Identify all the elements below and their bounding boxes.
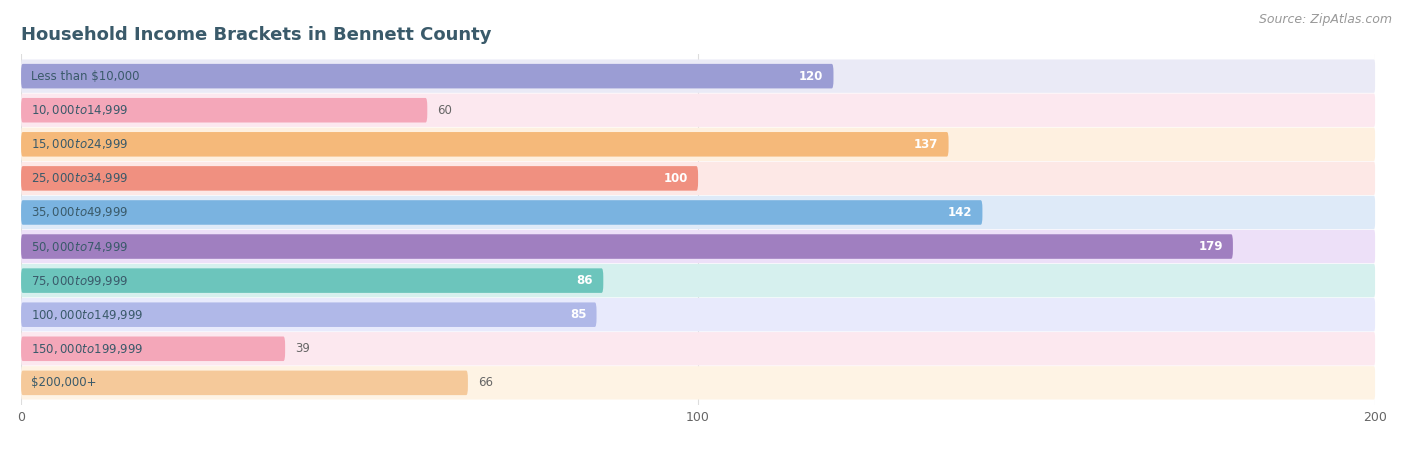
FancyBboxPatch shape [21,302,596,327]
Text: 179: 179 [1198,240,1223,253]
Text: 86: 86 [576,274,593,287]
Text: $15,000 to $24,999: $15,000 to $24,999 [31,137,129,151]
Text: 66: 66 [478,376,494,389]
FancyBboxPatch shape [21,64,834,88]
Text: $100,000 to $149,999: $100,000 to $149,999 [31,308,143,322]
Text: 60: 60 [437,104,453,117]
Text: 137: 137 [914,138,938,151]
Text: 39: 39 [295,342,311,355]
FancyBboxPatch shape [21,230,1375,263]
FancyBboxPatch shape [21,371,468,395]
Text: $50,000 to $74,999: $50,000 to $74,999 [31,239,129,253]
FancyBboxPatch shape [21,298,1375,331]
Text: Household Income Brackets in Bennett County: Household Income Brackets in Bennett Cou… [21,26,492,44]
Text: $200,000+: $200,000+ [31,376,97,389]
Text: $75,000 to $99,999: $75,000 to $99,999 [31,274,129,288]
FancyBboxPatch shape [21,264,1375,297]
Text: $10,000 to $14,999: $10,000 to $14,999 [31,103,129,117]
FancyBboxPatch shape [21,166,699,191]
FancyBboxPatch shape [21,234,1233,259]
Text: 100: 100 [664,172,688,185]
FancyBboxPatch shape [21,59,1375,93]
Text: $35,000 to $49,999: $35,000 to $49,999 [31,206,129,220]
FancyBboxPatch shape [21,98,427,122]
FancyBboxPatch shape [21,94,1375,127]
FancyBboxPatch shape [21,162,1375,195]
Text: 142: 142 [948,206,973,219]
FancyBboxPatch shape [21,200,983,225]
FancyBboxPatch shape [21,268,603,293]
Text: 120: 120 [799,70,824,83]
FancyBboxPatch shape [21,366,1375,400]
Text: $25,000 to $34,999: $25,000 to $34,999 [31,171,129,185]
FancyBboxPatch shape [21,196,1375,229]
Text: $150,000 to $199,999: $150,000 to $199,999 [31,342,143,356]
FancyBboxPatch shape [21,132,949,157]
FancyBboxPatch shape [21,337,285,361]
Text: 85: 85 [569,308,586,321]
Text: Less than $10,000: Less than $10,000 [31,70,139,83]
Text: Source: ZipAtlas.com: Source: ZipAtlas.com [1258,14,1392,27]
FancyBboxPatch shape [21,332,1375,365]
FancyBboxPatch shape [21,128,1375,161]
